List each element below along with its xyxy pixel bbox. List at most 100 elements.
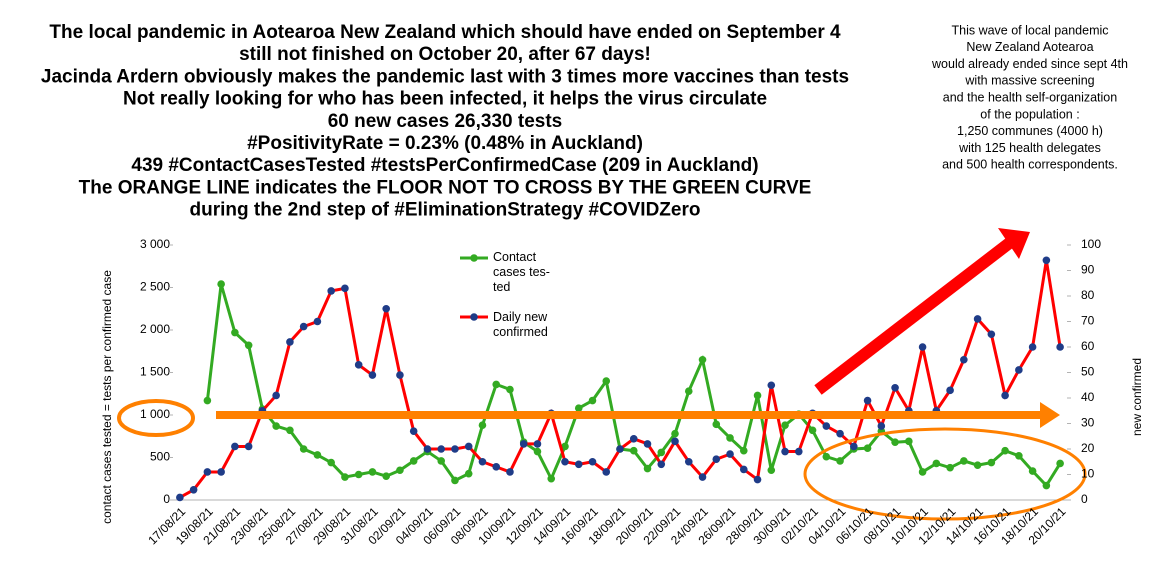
- y2-tick-label: 10: [1081, 467, 1095, 481]
- chart-title: The local pandemic in Aotearoa New Zeala…: [49, 22, 841, 43]
- point: [341, 284, 349, 293]
- orange-ellipse: [803, 427, 1087, 521]
- point: [286, 338, 294, 346]
- point: [327, 458, 335, 467]
- chart-title: Jacinda Ardern obviously makes the pande…: [41, 66, 849, 87]
- point: [574, 460, 583, 469]
- point: [299, 322, 308, 331]
- point: [918, 343, 927, 351]
- point: [973, 461, 982, 469]
- annotation: 1,250 communes (4000 h): [957, 124, 1103, 138]
- point: [822, 452, 831, 461]
- point: [863, 444, 872, 452]
- y-tick-label: 2 500: [140, 280, 170, 294]
- point: [657, 460, 666, 469]
- point: [891, 384, 899, 392]
- annotation: and 500 health correspondents.: [942, 158, 1118, 172]
- point: [712, 420, 721, 429]
- point: [409, 427, 418, 435]
- chart-title: 439 #ContactCasesTested #testsPerConfirm…: [131, 155, 758, 176]
- point: [231, 442, 239, 451]
- point: [299, 445, 308, 453]
- point: [492, 380, 501, 389]
- point: [203, 396, 212, 405]
- point: [354, 361, 363, 369]
- point: [506, 468, 514, 476]
- point: [217, 468, 225, 476]
- y2-tick-label: 30: [1081, 416, 1095, 430]
- chart-title: #PositivityRate = 0.23% (0.48% in Auckla…: [247, 133, 643, 154]
- point: [946, 386, 954, 395]
- point: [629, 435, 638, 443]
- point: [739, 446, 748, 455]
- point: [960, 457, 968, 465]
- point: [850, 442, 858, 451]
- point: [781, 447, 789, 456]
- point: [602, 377, 611, 385]
- point: [396, 466, 404, 475]
- point: [726, 434, 734, 442]
- point: [341, 473, 349, 481]
- point: [602, 468, 611, 476]
- chart-title: Not really looking for who has been infe…: [123, 89, 767, 110]
- point: [533, 447, 542, 456]
- y2-tick-label: 40: [1081, 390, 1095, 404]
- point: [753, 391, 762, 400]
- point: [409, 457, 418, 465]
- point: [561, 457, 569, 466]
- point: [561, 442, 569, 451]
- orange-ellipse: [117, 399, 195, 437]
- point: [671, 429, 679, 438]
- point: [836, 457, 844, 465]
- point: [987, 458, 996, 467]
- point: [217, 280, 225, 288]
- point: [382, 472, 390, 481]
- point: [423, 445, 432, 453]
- y2-tick-label: 50: [1081, 365, 1095, 379]
- y2-axis-label: new confirmed: [1130, 358, 1144, 436]
- annotation: and the health self-organization: [943, 90, 1117, 104]
- annotation: New Zealand Aotearoa: [966, 40, 1093, 54]
- point: [891, 438, 899, 447]
- point: [588, 457, 597, 466]
- point: [960, 355, 968, 364]
- point: [313, 451, 322, 459]
- point: [781, 421, 789, 430]
- y2-tick-label: 60: [1081, 339, 1095, 353]
- point: [877, 422, 886, 430]
- point: [464, 442, 473, 451]
- point: [1028, 343, 1037, 351]
- point: [396, 371, 404, 379]
- point: [547, 474, 556, 483]
- y-tick-label: 1 000: [140, 407, 170, 421]
- point: [464, 469, 473, 478]
- chart-title: during the 2nd step of #EliminationStrat…: [190, 200, 701, 221]
- point: [451, 476, 459, 485]
- chart-title: 60 new cases 26,330 tests: [328, 111, 563, 132]
- chart-title: The ORANGE LINE indicates the FLOOR NOT …: [79, 177, 812, 198]
- point: [506, 385, 514, 394]
- series-line: [179, 260, 1062, 499]
- point: [905, 437, 913, 446]
- point: [189, 486, 198, 494]
- point: [272, 422, 280, 430]
- point: [244, 341, 253, 350]
- point: [987, 330, 996, 339]
- point: [616, 445, 624, 453]
- y2-tick-label: 90: [1081, 263, 1095, 277]
- point: [822, 422, 831, 430]
- legend-label: Daily new confirmed: [493, 310, 548, 339]
- point: [698, 355, 707, 364]
- point: [313, 317, 322, 326]
- legend-label: Contact cases tes-ted: [493, 250, 550, 294]
- point: [795, 447, 803, 456]
- point: [588, 396, 597, 405]
- point: [203, 468, 212, 476]
- point: [437, 457, 446, 465]
- point: [657, 448, 666, 457]
- point: [451, 445, 459, 453]
- red-arrowhead: [998, 228, 1030, 259]
- point: [836, 429, 844, 438]
- point: [478, 457, 487, 466]
- point: [519, 440, 528, 448]
